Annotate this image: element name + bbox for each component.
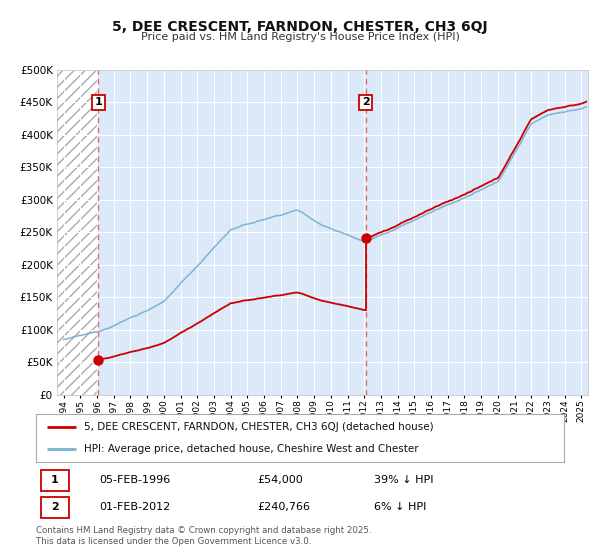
Text: 5, DEE CRESCENT, FARNDON, CHESTER, CH3 6QJ: 5, DEE CRESCENT, FARNDON, CHESTER, CH3 6… xyxy=(112,20,488,34)
Text: £54,000: £54,000 xyxy=(258,475,304,485)
Text: 05-FEB-1996: 05-FEB-1996 xyxy=(100,475,170,485)
Text: HPI: Average price, detached house, Cheshire West and Chester: HPI: Average price, detached house, Ches… xyxy=(83,444,418,454)
Text: Contains HM Land Registry data © Crown copyright and database right 2025.
This d: Contains HM Land Registry data © Crown c… xyxy=(36,526,371,546)
Text: 5, DEE CRESCENT, FARNDON, CHESTER, CH3 6QJ (detached house): 5, DEE CRESCENT, FARNDON, CHESTER, CH3 6… xyxy=(83,422,433,432)
Text: 2: 2 xyxy=(362,97,370,108)
Text: 2: 2 xyxy=(51,502,59,512)
Text: 1: 1 xyxy=(95,97,102,108)
Bar xyxy=(41,497,69,517)
Text: 1: 1 xyxy=(51,475,59,485)
Text: £240,766: £240,766 xyxy=(258,502,311,512)
Text: 6% ↓ HPI: 6% ↓ HPI xyxy=(374,502,426,512)
Text: Price paid vs. HM Land Registry's House Price Index (HPI): Price paid vs. HM Land Registry's House … xyxy=(140,32,460,42)
Bar xyxy=(41,469,69,491)
Text: 01-FEB-2012: 01-FEB-2012 xyxy=(100,502,170,512)
Text: 39% ↓ HPI: 39% ↓ HPI xyxy=(374,475,433,485)
